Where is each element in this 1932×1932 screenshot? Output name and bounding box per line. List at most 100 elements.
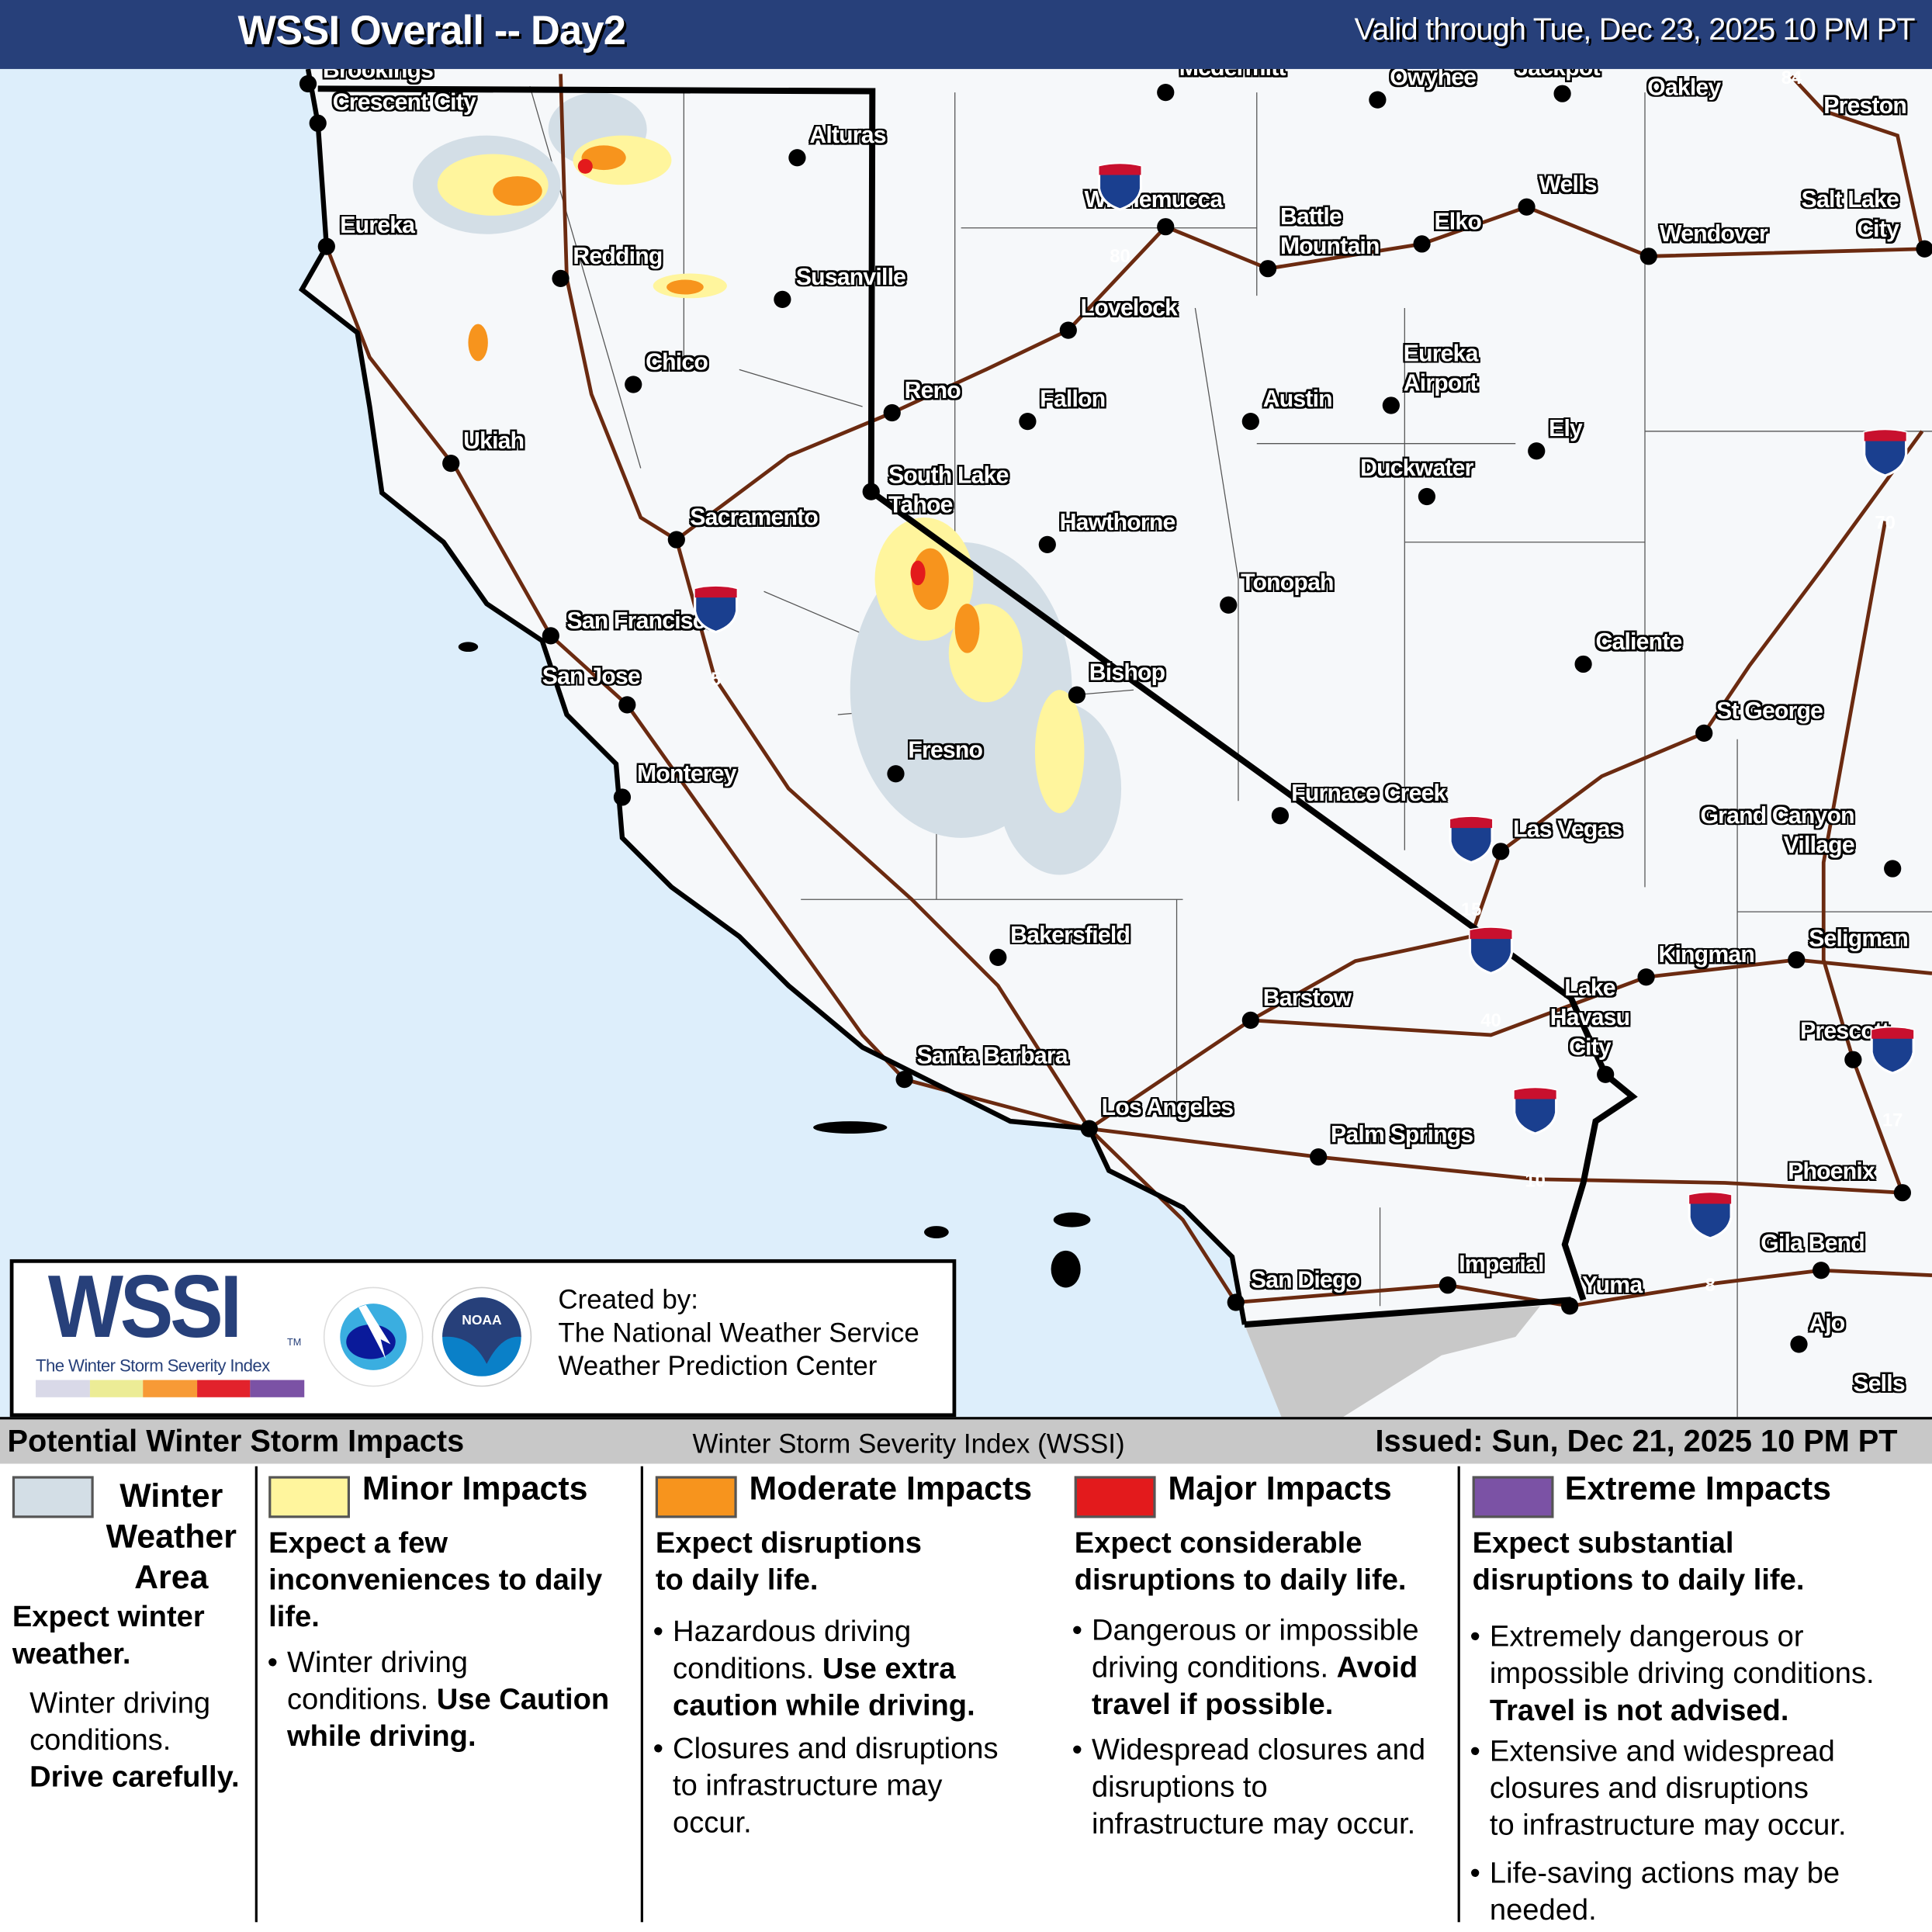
city-dot	[442, 454, 460, 473]
bullet-icon: •	[1072, 1733, 1082, 1768]
bullet-text: Extremely dangerous or impossible drivin…	[1489, 1620, 1875, 1691]
bullet-text: Extensive and widespread closures and di…	[1489, 1734, 1847, 1843]
city-label: Owyhee	[1390, 65, 1477, 92]
city-label: Salt Lake City	[1801, 187, 1899, 243]
bullet-text: Winter driving conditions.	[29, 1686, 211, 1757]
city-dot	[1271, 807, 1290, 825]
interstate-number: 15	[1460, 899, 1482, 921]
legend-summary: Expect considerable disruptions to daily…	[1074, 1526, 1407, 1598]
city-dot	[1241, 412, 1259, 431]
city-label: Fallon	[1040, 386, 1106, 413]
city-label: San Jose	[542, 663, 641, 691]
city-label: Lake Havasu City	[1549, 975, 1630, 1061]
city-dot	[1553, 85, 1571, 102]
city-dot	[613, 788, 632, 806]
city-label: Caliente	[1595, 629, 1682, 656]
city-dot	[1893, 1184, 1912, 1202]
city-dot	[1916, 240, 1932, 258]
wssi-subtitle: The Winter Storm Severity Index	[36, 1355, 270, 1376]
city-label: Grand Canyon Village	[1700, 803, 1854, 859]
issued-time: Issued: Sun, Dec 21, 2025 10 PM PT	[1375, 1424, 1898, 1459]
interstate-shield-icon: 8	[1687, 1191, 1733, 1309]
city-label: Phoenix	[1788, 1159, 1875, 1186]
legend-title: Potential Winter Storm Impacts	[7, 1424, 465, 1459]
interstate-shield-icon: 80	[1096, 162, 1143, 280]
bullet-icon: •	[653, 1732, 663, 1766]
legend-bullet: Winter driving conditions. Drive careful…	[29, 1685, 239, 1796]
city-dot	[887, 765, 905, 783]
legend-bullet: • Life-saving actions may be needed.	[1470, 1856, 1840, 1930]
wssi-color-scale	[36, 1380, 305, 1397]
legend-bullet: • Extremely dangerous or impossible drivi…	[1470, 1619, 1875, 1730]
legend-bar: Potential Winter Storm Impacts Winter St…	[0, 1417, 1932, 1464]
city-label: Barstow	[1262, 985, 1352, 1012]
legend-swatch	[268, 1476, 350, 1518]
county-lines	[529, 85, 1932, 1418]
city-dot	[1059, 321, 1077, 339]
city-dot	[1310, 1148, 1328, 1166]
city-dot	[883, 403, 901, 422]
legend-bullet: • Widespread closures and disruptions to …	[1072, 1733, 1425, 1844]
city-label: Crescent City	[332, 89, 476, 116]
wssi-tm: TM	[287, 1336, 302, 1349]
legend-summary: Expect a few inconveniences to daily lif…	[268, 1526, 603, 1634]
city-dot	[1561, 1297, 1579, 1315]
city-label: Yuma	[1582, 1272, 1643, 1299]
header-bar: WSSI Overall -- Day2 Valid through Tue, …	[0, 0, 1932, 69]
city-label: Seligman	[1809, 926, 1909, 953]
legend-divider	[640, 1466, 643, 1923]
bullet-icon: •	[1470, 1857, 1480, 1891]
city-label: Oakley	[1647, 74, 1721, 102]
bullet-text: Winter driving conditions.	[287, 1646, 468, 1717]
credit-line: Created by:	[558, 1283, 698, 1315]
city-label: Ely	[1549, 416, 1583, 443]
wssi-logo: WSSI	[47, 1258, 242, 1357]
city-label: Ajo	[1809, 1311, 1845, 1337]
bullet-bold-text: Avoid travel if possible.	[1091, 1650, 1418, 1722]
channel-islands	[458, 642, 1091, 1288]
interstate-number: 5	[711, 669, 722, 691]
bullet-icon: •	[267, 1646, 278, 1680]
interstate-number: 10	[1525, 1170, 1546, 1192]
city-dot	[788, 149, 806, 167]
legend-swatch	[12, 1476, 94, 1518]
legend-summary: Expect substantial disruptions to daily …	[1472, 1526, 1805, 1598]
bullet-text: Life-saving actions may be needed.	[1489, 1857, 1840, 1927]
legend-category: Major Impacts	[1168, 1470, 1392, 1508]
city-dot	[1492, 843, 1510, 860]
city-dot	[1695, 724, 1713, 742]
city-dot	[552, 269, 570, 288]
bullet-text: Dangerous or impossible driving conditio…	[1091, 1614, 1419, 1684]
interstate-shield-icon: 5	[692, 585, 739, 703]
city-dot	[542, 627, 559, 645]
legend-bullet: • Extensive and widespread closures and d…	[1470, 1733, 1847, 1844]
bullet-text: Closures and disruptions to infrastructu…	[673, 1732, 999, 1840]
city-label: Santa Barbara	[916, 1044, 1068, 1070]
city-dot	[1038, 535, 1056, 554]
map-area: Brookings Crescent City Eureka Alturas Reddi…	[0, 0, 1932, 1418]
city-label: Eureka	[340, 213, 415, 240]
map-base	[0, 68, 1932, 1418]
city-label: Reno	[904, 378, 961, 404]
city-label: Furnace Creek	[1291, 781, 1446, 808]
city-label: Las Vegas	[1513, 816, 1622, 843]
legend-summary: Expect disruptions to daily life.	[655, 1526, 922, 1598]
city-dot	[625, 376, 642, 393]
city-label: San Diego	[1250, 1268, 1360, 1294]
interstate-shield-icon: 17	[1869, 1026, 1916, 1144]
city-label: Alturas	[809, 123, 886, 150]
city-label: Monterey	[637, 761, 737, 788]
credit-line: Weather Prediction Center	[558, 1350, 878, 1382]
city-dot	[1068, 686, 1086, 704]
city-label: Preston	[1823, 93, 1907, 120]
city-dot	[1157, 83, 1175, 102]
city-dot	[895, 1070, 913, 1089]
nws-logo	[323, 1286, 424, 1387]
city-label: Austin	[1262, 386, 1333, 413]
mexico	[1244, 1306, 1541, 1418]
city-dot	[1639, 248, 1657, 265]
city-dot	[1220, 596, 1238, 614]
city-dot	[1227, 1293, 1245, 1311]
city-dot	[1259, 260, 1277, 278]
